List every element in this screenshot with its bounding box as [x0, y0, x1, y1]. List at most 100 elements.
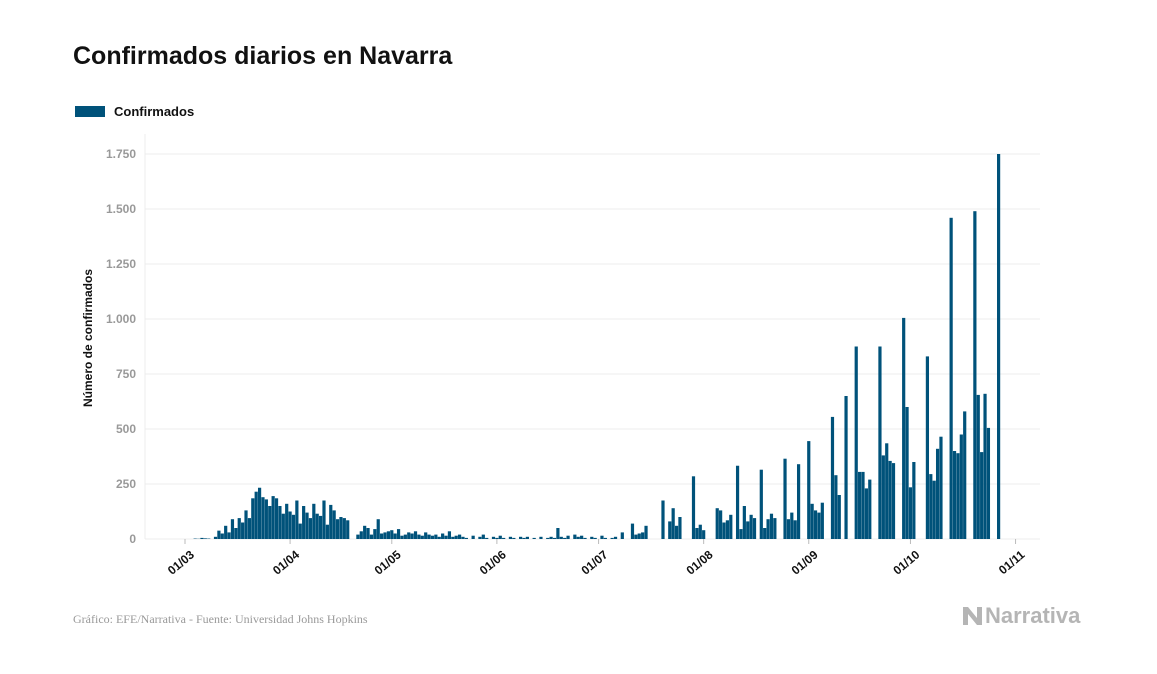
- bar: [691, 476, 696, 539]
- bar: [319, 515, 323, 539]
- bar: [888, 460, 892, 539]
- bar: [678, 517, 682, 539]
- bar: [956, 453, 960, 539]
- x-tick-label: 01/08: [684, 547, 716, 577]
- bar: [719, 510, 723, 539]
- bar: [881, 455, 885, 539]
- y-tick-label: 1.750: [106, 147, 136, 161]
- bar: [305, 512, 309, 539]
- bar: [763, 528, 767, 539]
- bar: [610, 537, 614, 539]
- x-tick-label: 01/05: [372, 547, 404, 577]
- bar: [390, 530, 394, 539]
- y-tick-label: 1.250: [106, 257, 136, 271]
- bar: [373, 529, 377, 539]
- bar: [566, 535, 570, 539]
- bar: [729, 514, 733, 539]
- bar: [844, 396, 848, 539]
- bar: [369, 534, 374, 539]
- bar: [274, 498, 279, 539]
- bar: [481, 534, 485, 539]
- source-footer: Gráfico: EFE/Narrativa - Fuente: Univers…: [73, 612, 368, 626]
- bar: [912, 462, 916, 539]
- bar: [315, 513, 319, 539]
- bar: [532, 537, 536, 539]
- bar: [759, 469, 763, 539]
- bar: [363, 525, 367, 539]
- bar: [464, 537, 468, 539]
- logo-text: Narrativa: [985, 603, 1081, 628]
- bar: [230, 519, 235, 539]
- bar: [288, 511, 292, 539]
- bar: [332, 510, 336, 539]
- bar: [322, 500, 326, 539]
- bar: [430, 535, 435, 539]
- bar: [766, 519, 770, 539]
- bar: [420, 535, 424, 539]
- bar: [563, 537, 567, 539]
- bar: [244, 510, 248, 539]
- bar: [837, 495, 841, 539]
- bar: [854, 346, 858, 539]
- bar: [769, 513, 774, 539]
- bar: [796, 464, 801, 539]
- y-axis-label: Número de confirmados: [81, 269, 95, 407]
- bar: [620, 532, 624, 539]
- bar: [830, 416, 835, 539]
- bar: [878, 346, 882, 539]
- bar: [393, 533, 397, 539]
- bar: [905, 407, 909, 539]
- bar: [237, 518, 241, 539]
- bar: [735, 465, 740, 539]
- bar: [644, 525, 648, 539]
- bar: [498, 535, 502, 539]
- x-tick-label: 01/11: [996, 547, 1028, 577]
- bar: [858, 471, 862, 539]
- bar: [424, 532, 428, 539]
- bar: [702, 530, 706, 539]
- bar: [790, 512, 794, 539]
- bar: [312, 503, 316, 539]
- bar: [224, 525, 228, 539]
- bar: [342, 518, 346, 539]
- bar: [583, 537, 587, 539]
- bar: [864, 488, 868, 539]
- bar: [715, 508, 719, 539]
- y-tick-label: 0: [129, 532, 136, 546]
- bar: [335, 519, 340, 539]
- y-tick-label: 1.500: [106, 202, 136, 216]
- bar: [559, 536, 563, 539]
- bar: [546, 537, 550, 539]
- bar: [471, 535, 475, 539]
- bar: [932, 480, 936, 539]
- bar: [508, 536, 513, 539]
- bar: [220, 533, 224, 539]
- bar: [817, 512, 821, 539]
- bar: [485, 537, 489, 539]
- bar: [861, 471, 865, 539]
- bar: [698, 524, 702, 539]
- bar: [600, 535, 604, 539]
- x-tick-label: 01/09: [789, 547, 821, 577]
- bar: [339, 517, 343, 539]
- bar: [783, 458, 787, 539]
- bar: [457, 534, 462, 539]
- bar: [291, 514, 296, 539]
- bar: [908, 487, 913, 539]
- bar: [952, 451, 957, 539]
- bar: [241, 522, 245, 539]
- bar: [512, 537, 516, 539]
- bar: [200, 537, 204, 539]
- bar: [576, 536, 580, 539]
- bar: [807, 441, 811, 539]
- bar: [549, 536, 553, 539]
- bar: [637, 533, 641, 539]
- bar: [495, 537, 499, 539]
- bar: [302, 506, 306, 539]
- bar: [891, 463, 896, 539]
- bar: [519, 536, 523, 539]
- bar: [366, 528, 370, 539]
- legend: Confirmados: [75, 104, 194, 119]
- bar: [522, 537, 526, 539]
